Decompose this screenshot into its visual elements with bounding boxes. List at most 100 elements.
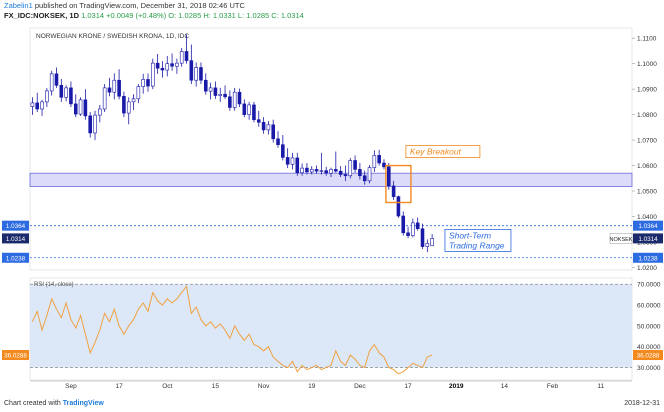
price-chart[interactable]: NORWEGIAN KRONE / SWEDISH KRONA, 1D, IDC… [0, 22, 664, 398]
last-price-tag-right [633, 233, 663, 244]
candle-body [372, 155, 377, 168]
candle-body [242, 103, 247, 115]
candle-body [358, 169, 362, 177]
candle-body [126, 101, 131, 114]
candle-body [319, 170, 324, 172]
price-tick-label: 1.0400 [637, 214, 657, 221]
candle-body [300, 167, 304, 173]
time-tick-label: Sep [65, 383, 77, 390]
candle-body [411, 222, 415, 236]
time-tick-label: Feb [547, 383, 559, 390]
candle-body [290, 157, 295, 165]
candle-body [203, 79, 208, 92]
candle-body [396, 196, 401, 217]
symbol-label: FX_IDC:NOKSEK, 1D [4, 11, 80, 20]
time-tick-label: 19 [308, 383, 316, 390]
candle-body [252, 104, 256, 121]
tradingview-logo: TradingView [62, 400, 104, 407]
candle-body [136, 86, 141, 100]
candle-body [102, 87, 107, 110]
level-tag-right [633, 220, 663, 231]
candle-body [329, 169, 333, 174]
rsi-tick-label: 70.0000 [637, 282, 661, 289]
last-price: 1.0314 [81, 11, 105, 20]
candle-body [45, 90, 49, 103]
candle-body [117, 79, 121, 97]
breakout-label: Key Breakout [410, 147, 462, 157]
candle-body [305, 167, 309, 173]
author-link[interactable]: Zabelin1 [4, 1, 33, 10]
footer-date: 2018-12-31 [624, 400, 660, 407]
chart-title: NORWEGIAN KRONE / SWEDISH KRONA, 1D, IDC [36, 33, 189, 40]
rsi-tag-left [2, 350, 29, 361]
candle-body [334, 169, 338, 172]
candle-body [146, 79, 150, 87]
candle-body [160, 67, 165, 71]
range-label-box [444, 229, 512, 252]
ohlc-values: O: 1.0285 H: 1.0331 L: 1.0285 C: 1.0314 [168, 11, 304, 20]
candle-body [218, 93, 223, 96]
candle-body [430, 238, 434, 247]
candle-body [194, 67, 198, 81]
candle-body [377, 155, 381, 164]
price-tick-label: 1.1000 [637, 61, 657, 68]
candle-body [386, 166, 391, 187]
level-tag-left [2, 252, 29, 263]
last-price-tag-left-label: 1.0314 [6, 236, 26, 243]
candle-body [122, 95, 126, 114]
breakout-box [385, 164, 412, 204]
rsi-tag-right-label: 36.0288 [637, 353, 660, 360]
candle-body [425, 242, 430, 247]
level-tag-label: 1.0364 [6, 223, 26, 230]
published-text: published on TradingView.com, December 3… [34, 1, 245, 10]
candle-body [314, 169, 319, 172]
range-label-line1: Short-Term [449, 230, 491, 240]
candle-body [30, 102, 35, 107]
symbol-tag-label: NOKSEK [610, 237, 633, 243]
tradingview-credit[interactable]: Chart created with TradingView [4, 400, 104, 407]
candle-body [112, 79, 117, 93]
candle-body [343, 174, 348, 177]
candle-body [271, 124, 276, 140]
time-tick-label: Dec [354, 383, 366, 390]
time-tick-label: Oct [162, 383, 172, 390]
candle-body [179, 51, 184, 64]
time-tick-label: Nov [258, 383, 270, 390]
candle-body [276, 138, 280, 145]
candle-body [69, 87, 73, 105]
candle-body [170, 63, 174, 67]
candle-body [93, 114, 97, 134]
rsi-band [30, 284, 632, 368]
candle-body [78, 99, 83, 115]
level-tag-label: 1.0238 [6, 255, 26, 262]
candle-body [213, 87, 218, 96]
candle-body [189, 60, 194, 81]
candle-body [88, 115, 92, 134]
range-label-line2: Trading Range [449, 240, 505, 250]
candle-body [199, 67, 203, 81]
time-tick-label: 17 [404, 383, 412, 390]
price-tick-label: 1.0900 [637, 87, 657, 94]
candle-body [266, 124, 271, 131]
chart-footer: Chart created with TradingView 2018-12-3… [0, 398, 664, 412]
candle-body [367, 167, 372, 182]
time-tick-label: 17 [115, 383, 123, 390]
candle-body [309, 169, 314, 173]
last-price-tag-left [2, 233, 29, 244]
price-tick-label: 1.0800 [637, 112, 657, 119]
rsi-line [31, 285, 433, 375]
rsi-tick-label: 40.0000 [637, 344, 661, 351]
time-tick-label: 15 [212, 383, 220, 390]
candle-body [59, 85, 64, 98]
candle-body [391, 185, 396, 197]
candle-body [49, 73, 54, 92]
credit-prefix: Chart created with [4, 400, 61, 407]
time-tick-label: 2019 [449, 383, 464, 390]
level-tag-right-label: 1.0238 [638, 255, 658, 262]
rsi-tick-label: 30.0000 [637, 365, 661, 372]
candle-body [338, 170, 343, 175]
candle-body [228, 96, 232, 108]
candle-body [281, 144, 285, 158]
candle-body [98, 108, 102, 116]
symbol-tag [609, 233, 633, 244]
